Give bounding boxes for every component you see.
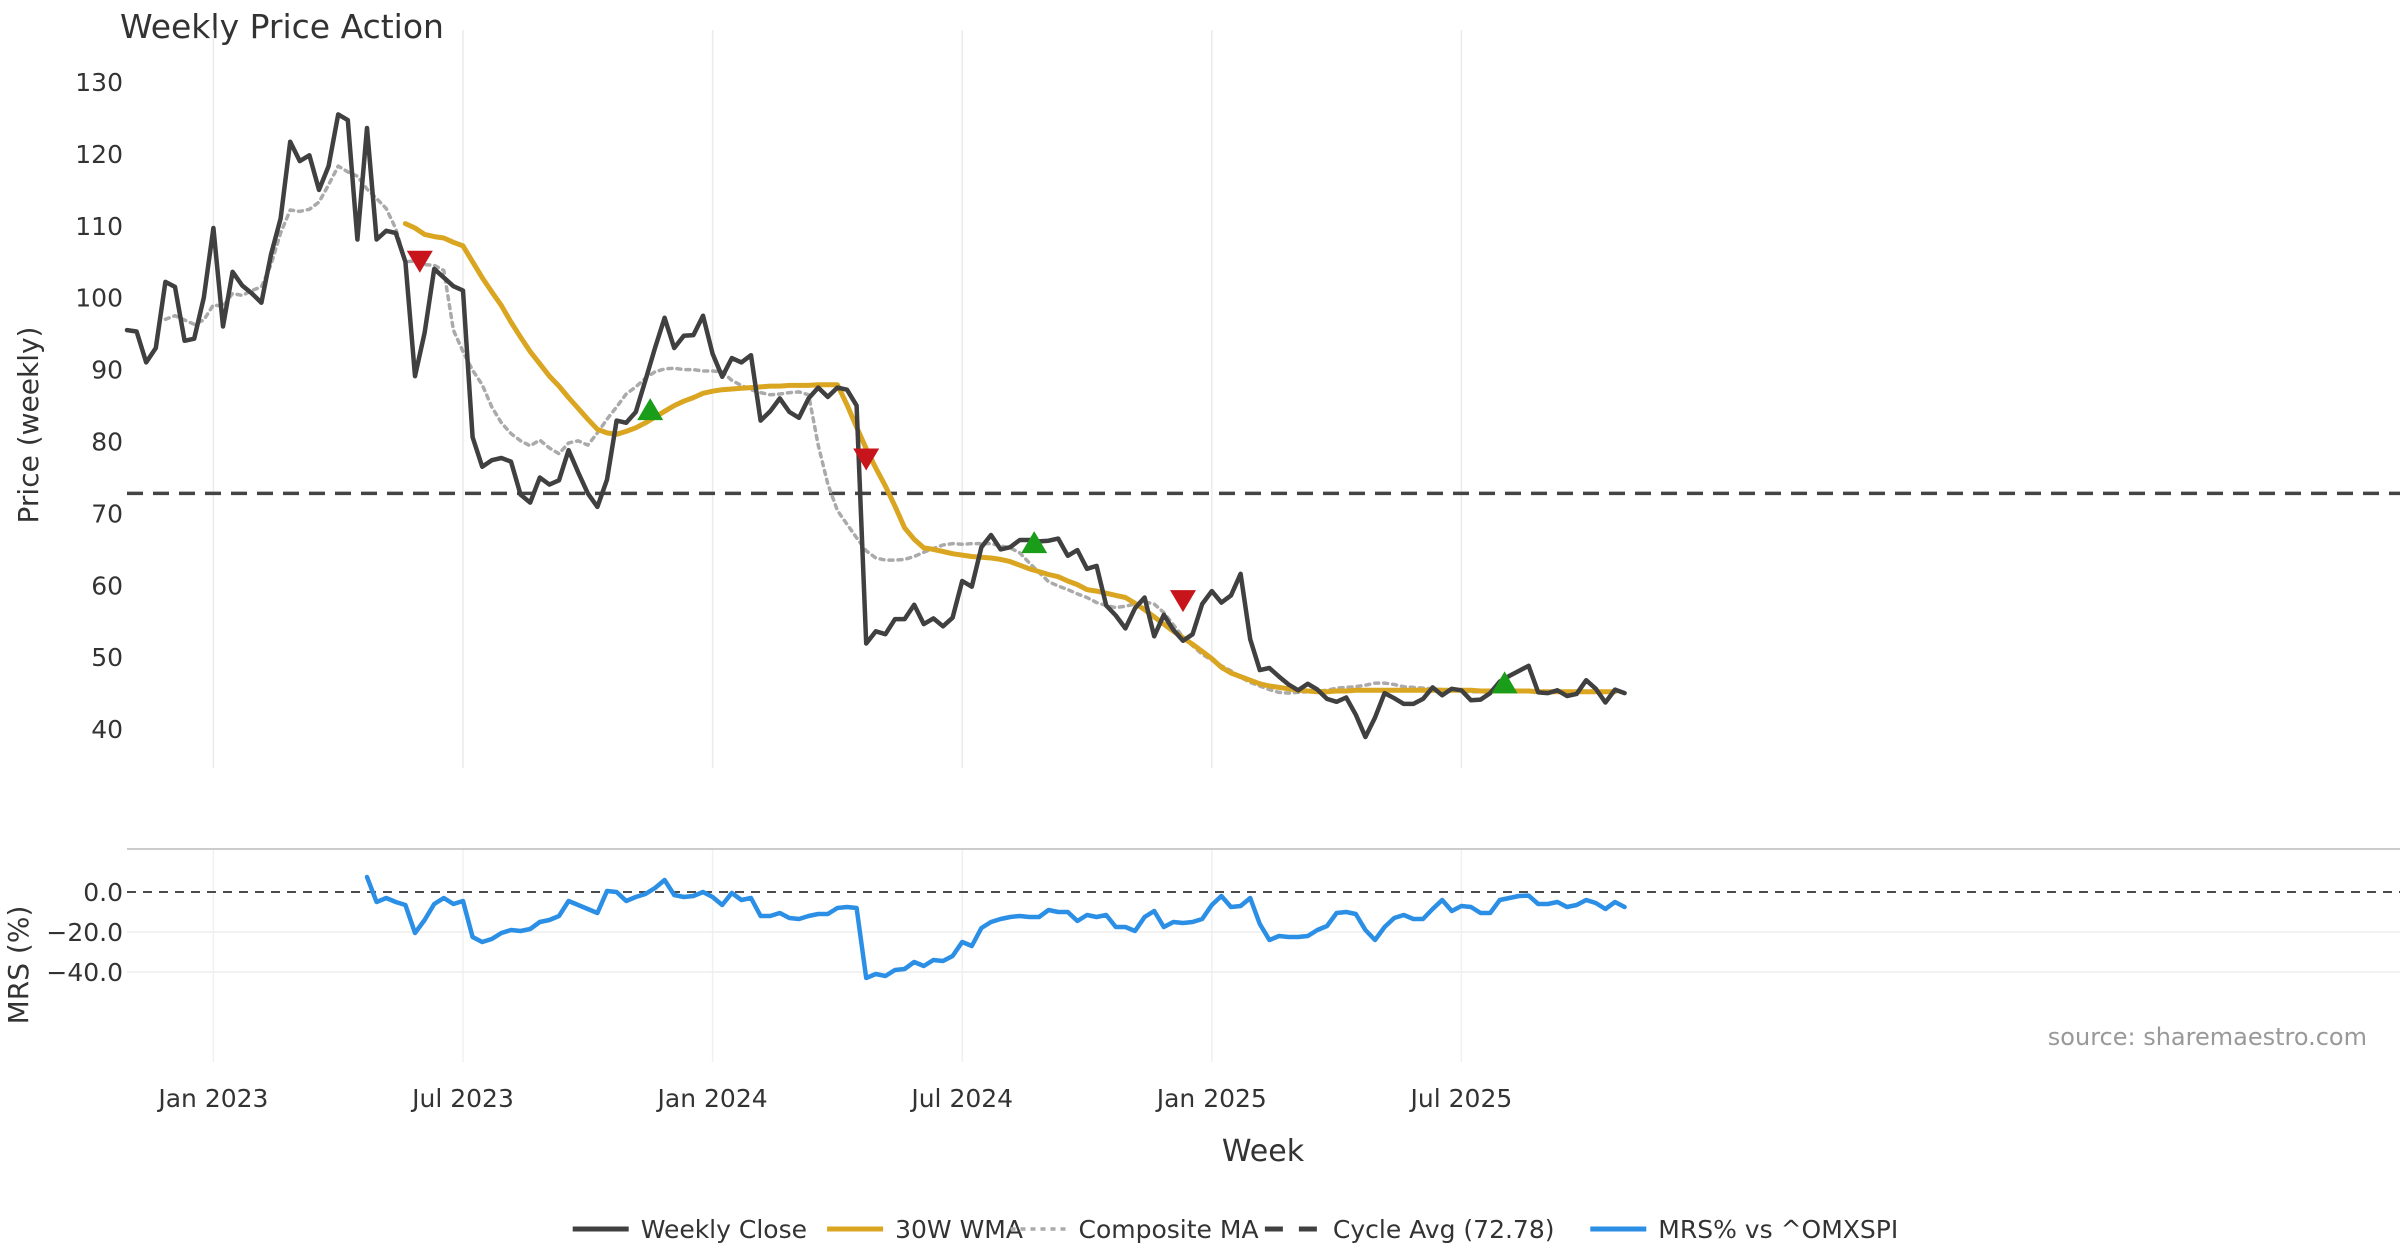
x-tick-label-0: Jan 2023 xyxy=(156,1084,268,1113)
x-tick-label-2: Jan 2024 xyxy=(656,1084,768,1113)
series-mrs-vs-omxspi xyxy=(364,874,1627,981)
x-tick-label-4: Jan 2025 xyxy=(1155,1084,1267,1113)
price-gridlines xyxy=(212,30,1463,768)
sell-signal-marker-4 xyxy=(1170,590,1196,613)
price-y-tick-label-4: 90 xyxy=(91,356,123,385)
legend-label-1: 30W WMA xyxy=(895,1215,1023,1244)
x-tick-label-1: Jul 2023 xyxy=(410,1084,514,1113)
series-composite-ma xyxy=(163,164,1492,695)
legend: Weekly Close 30W WMA Composite MA Cycle Avg… xyxy=(572,1215,1898,1244)
price-y-tick-label-6: 70 xyxy=(91,499,123,528)
sell-signal-marker-2 xyxy=(853,448,880,471)
x-ticks: Jan 2023 Jul 2023 Jan 2024 Jul 2024 Jan 2025… xyxy=(156,1084,1512,1113)
buy-signal-marker-3 xyxy=(1021,531,1048,554)
legend-label-0: Weekly Close xyxy=(641,1215,807,1244)
x-tick-label-3: Jul 2024 xyxy=(909,1084,1013,1113)
mrs-y-tick-label-0: 0.0 xyxy=(83,878,123,907)
price-series xyxy=(124,112,1627,740)
legend-label-3: Cycle Avg (72.78) xyxy=(1333,1215,1555,1244)
price-y-tick-label-3: 100 xyxy=(75,284,123,313)
price-y-tick-label-8: 50 xyxy=(91,643,123,672)
mrs-y-tick-label-1: −20.0 xyxy=(46,918,123,947)
series-30w-wma xyxy=(402,221,1618,695)
mrs-y-axis-label: MRS (%) xyxy=(2,906,35,1025)
x-tick-label-5: Jul 2025 xyxy=(1409,1084,1513,1113)
legend-label-2: Composite MA xyxy=(1079,1215,1259,1244)
price-y-tick-label-2: 110 xyxy=(75,212,123,241)
x-axis-label: Week xyxy=(1222,1134,1305,1169)
price-y-tick-label-7: 60 xyxy=(91,571,123,600)
chart-title: Weekly Price Action xyxy=(120,7,444,46)
price-y-tick-label-5: 80 xyxy=(91,428,123,457)
series-weekly-close xyxy=(124,112,1627,740)
sell-signal-marker-0 xyxy=(406,250,433,273)
price-y-tick-label-1: 120 xyxy=(75,140,123,169)
mrs-series xyxy=(364,874,1627,981)
legend-label-4: MRS% vs ^OMXSPI xyxy=(1658,1215,1898,1244)
price-y-ticks: 130 120 110 100 90 80 70 60 50 40 xyxy=(75,68,123,744)
buy-signal-marker-5 xyxy=(1491,671,1518,694)
mrs-y-tick-label-2: −40.0 xyxy=(46,958,123,987)
source-note: source: sharemaestro.com xyxy=(2048,1023,2367,1051)
price-y-axis-label: Price (weekly) xyxy=(12,327,45,524)
price-y-tick-label-0: 130 xyxy=(75,68,123,97)
buy-signal-marker-1 xyxy=(637,398,664,421)
price-y-tick-label-9: 40 xyxy=(91,715,123,744)
mrs-y-ticks: 0.0 −20.0 −40.0 xyxy=(46,878,123,987)
signal-markers xyxy=(406,250,1518,694)
